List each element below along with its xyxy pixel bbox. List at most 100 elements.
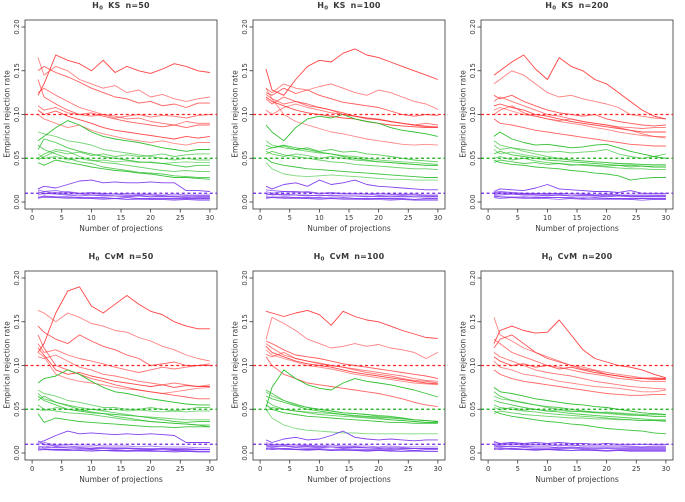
purple-series-line — [493, 184, 666, 194]
x-tick-label: 0 — [486, 214, 490, 222]
panel-title: H0 KS n=100 — [317, 1, 380, 12]
green-series-line — [265, 144, 438, 163]
purple-series-line — [37, 430, 210, 443]
x-axis-label: Number of projections — [535, 224, 619, 233]
green-series-line — [493, 144, 666, 165]
x-tick-label: 25 — [404, 465, 413, 473]
green-series-line — [265, 150, 438, 166]
x-tick-label: 30 — [434, 465, 443, 473]
purple-series-line — [266, 447, 438, 451]
title-test: CvM — [557, 252, 578, 261]
red-series-line — [37, 114, 210, 146]
x-tick-label: 15 — [345, 465, 354, 473]
chart-canvas-ks-n100: 0 5 10 15 20 25 30 0.00 0.05 0.10 0.15 0.20 — [241, 19, 446, 222]
x-tick-label: 20 — [374, 465, 383, 473]
green-series-line — [265, 157, 438, 178]
y-tick-label: 0.10 — [241, 107, 249, 122]
panel-title: H0 CvM n=50 — [89, 252, 154, 263]
purple-series-line — [493, 192, 666, 198]
red-series-line — [37, 105, 210, 119]
x-axis-label: Number of projections — [79, 475, 163, 484]
green-series-line — [37, 131, 210, 161]
purple-series-line — [493, 191, 666, 197]
y-axis-label: Empirical rejection rate — [2, 70, 12, 158]
panel-title: H0 CvM n=100 — [314, 252, 385, 263]
green-series-line — [493, 149, 666, 166]
green-series-line — [265, 140, 438, 165]
green-series-line — [37, 153, 210, 164]
red-series-line — [493, 360, 666, 393]
y-tick-label: 0.15 — [13, 63, 21, 78]
panel-ks-n50: 0 5 10 15 20 25 30 0.00 0.05 0.10 0.15 0.20 H0 KS n=5… — [0, 0, 228, 251]
red-series-line — [265, 349, 438, 386]
purple-series-line — [265, 192, 438, 198]
title-h: H — [541, 252, 549, 261]
x-axis-label: Number of projections — [535, 475, 619, 484]
red-series-line — [493, 338, 666, 382]
y-tick-label: 0.05 — [241, 151, 249, 166]
green-series-line — [37, 159, 210, 180]
y-tick-label: 0.10 — [469, 107, 477, 122]
x-tick-label: 0 — [258, 214, 262, 222]
title-h: H — [92, 1, 100, 10]
x-tick-label: 15 — [573, 214, 582, 222]
title-sub: 0 — [320, 256, 325, 263]
red-series-line — [265, 316, 439, 359]
y-tick-label: 0.05 — [241, 402, 249, 417]
green-series-line — [493, 407, 666, 415]
green-series-line — [493, 140, 666, 159]
x-tick-label: 20 — [602, 465, 611, 473]
x-tick-label: 0 — [30, 214, 34, 222]
title-test: CvM — [329, 252, 350, 261]
red-series-line — [493, 317, 666, 380]
panel-title: H0 CvM n=200 — [542, 252, 613, 263]
title-sub: 0 — [99, 5, 104, 12]
x-tick-label: 25 — [632, 465, 641, 473]
purple-series-line — [493, 197, 666, 201]
purple-series-line — [493, 441, 666, 445]
red-series-line — [265, 94, 438, 126]
purple-series-line — [265, 179, 438, 191]
green-series-line — [37, 150, 210, 161]
red-series-line — [37, 343, 210, 373]
y-tick-label: 0.00 — [469, 194, 477, 209]
x-tick-label: 25 — [176, 214, 185, 222]
title-sub: 0 — [552, 5, 557, 12]
x-tick-label: 10 — [315, 465, 324, 473]
red-series-line — [37, 347, 210, 388]
title-h: H — [317, 1, 325, 10]
red-series-line — [265, 343, 438, 382]
purple-series-line — [494, 447, 666, 450]
x-tick-label: 15 — [117, 465, 126, 473]
purple-series-line — [493, 442, 666, 448]
purple-series-line — [37, 196, 210, 201]
y-tick-label: 0.00 — [241, 194, 249, 209]
y-tick-label: 0.15 — [469, 63, 477, 78]
x-tick-label: 5 — [516, 214, 520, 222]
x-tick-label: 0 — [30, 465, 34, 473]
x-tick-label: 5 — [60, 465, 64, 473]
red-series-line — [493, 369, 666, 396]
x-tick-label: 15 — [117, 214, 126, 222]
green-series-line — [265, 114, 438, 142]
x-tick-label: 30 — [662, 465, 671, 473]
x-tick-label: 20 — [374, 214, 383, 222]
panel-cvm-n100: 0 5 10 15 20 25 30 0.00 0.05 0.10 0.15 0.20 H0 CvM n=… — [228, 251, 456, 502]
x-tick-label: 30 — [206, 465, 215, 473]
red-series-line — [37, 79, 210, 129]
green-series-line — [493, 387, 666, 415]
y-tick-label: 0.15 — [241, 314, 249, 329]
x-tick-label: 0 — [258, 465, 262, 473]
green-series-line — [37, 395, 210, 423]
x-tick-label: 20 — [146, 465, 155, 473]
green-series-line — [493, 159, 666, 181]
purple-series-line — [493, 195, 666, 200]
y-tick-label: 0.10 — [469, 358, 477, 373]
chart-canvas-ks-n50: 0 5 10 15 20 25 30 0.00 0.05 0.10 0.15 0.20 — [13, 19, 218, 222]
x-axis-label: Number of projections — [79, 224, 163, 233]
y-tick-label: 0.10 — [13, 358, 21, 373]
purple-series-line — [37, 191, 210, 199]
y-tick-label: 0.20 — [13, 270, 21, 285]
title-test: KS — [333, 1, 346, 10]
